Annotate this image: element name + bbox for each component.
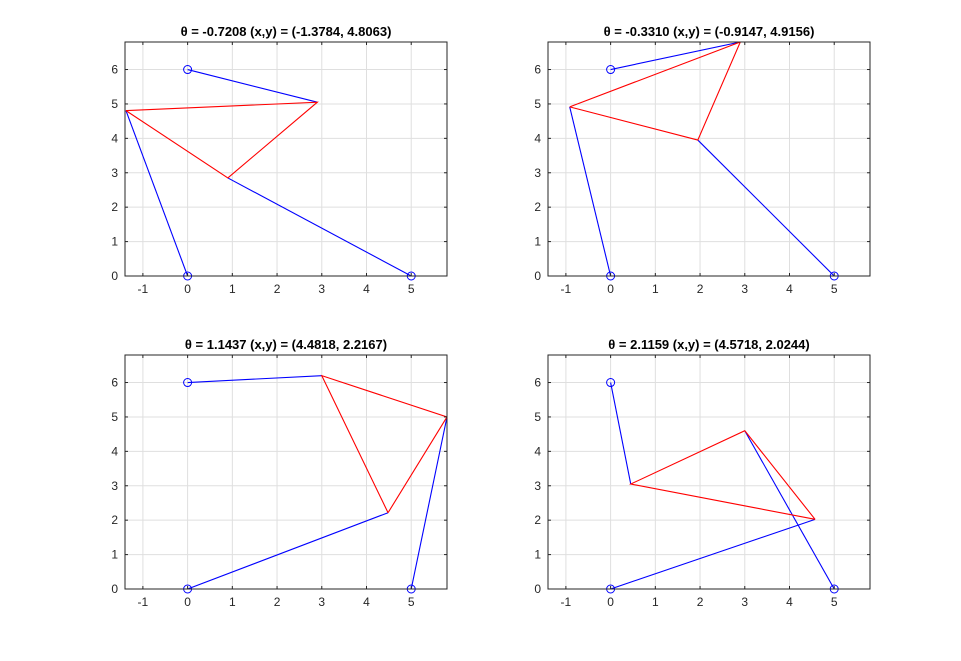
x-tick-label: 0 [607,595,614,609]
x-tick-label: 3 [741,595,748,609]
y-tick-label: 0 [111,269,118,283]
x-tick-label: 3 [318,282,325,296]
y-tick-label: 0 [534,582,541,596]
plot-area [125,42,447,276]
x-tick-label: 2 [697,282,704,296]
y-tick-label: 4 [534,444,541,458]
x-tick-label: 4 [363,595,370,609]
axes-box [547,354,871,590]
x-tick-label: 1 [652,595,659,609]
x-tick-label: 0 [607,282,614,296]
series-line-1 [610,382,632,485]
x-tick-label: 5 [831,595,838,609]
y-tick-label: 1 [111,548,118,562]
series-line-3 [697,139,835,276]
x-tick-label: 1 [229,595,236,609]
y-tick-label: 3 [111,479,118,493]
series-line-2 [187,512,389,589]
x-tick-label: 5 [408,595,415,609]
y-tick-label: 5 [111,410,118,424]
data-layer [125,68,412,276]
data-layer [187,374,447,589]
pivot-marker-1 [606,378,616,388]
y-tick-label: 5 [534,410,541,424]
subplot-title: θ = -0.7208 (x,y) = (-1.3784, 4.8063) [181,24,392,39]
plot-area [125,355,447,589]
y-tick-label: 0 [534,269,541,283]
x-tick-label: 3 [741,282,748,296]
series-line-2 [125,110,189,276]
y-tick-label: 5 [534,97,541,111]
y-tick-label: 1 [534,235,541,249]
y-tick-label: 6 [534,376,541,390]
pivot-marker-1 [606,65,616,75]
series-line-4 [628,430,816,520]
x-tick-label: 5 [831,282,838,296]
x-tick-label: 4 [363,282,370,296]
x-tick-label: -1 [138,282,149,296]
y-tick-label: 1 [534,548,541,562]
y-tick-label: 2 [534,513,541,527]
y-tick-label: 3 [111,166,118,180]
axes-box [124,354,448,590]
subplot-3: -1 0 1 2 3 4 5 0 1 2 3 4 5 6 θ = 1.1437 (x,y) = (4.481… [111,337,448,609]
x-tick-label: 0 [184,595,191,609]
y-tick-label: 3 [534,479,541,493]
y-tick-label: 4 [534,131,541,145]
subplot-1: -1 0 1 2 3 4 5 0 1 2 3 4 5 6 θ = -0.7208 (x,y) = (-1.3… [111,24,448,296]
y-tick-label: 0 [111,582,118,596]
x-tick-label: 4 [786,282,793,296]
subplot-title: θ = -0.3310 (x,y) = (-0.9147, 4.9156) [604,24,815,39]
series-line-1 [610,42,741,71]
series-line-4 [569,42,741,141]
x-tick-label: 1 [652,282,659,296]
x-tick-label: 2 [274,282,281,296]
x-tick-label: 3 [318,595,325,609]
series-line-1 [187,375,322,384]
x-tick-label: 2 [274,595,281,609]
series-line-4 [125,101,319,179]
y-tick-label: 6 [534,63,541,77]
series-line-3 [744,430,835,589]
subplot-4: -1 0 1 2 3 4 5 0 1 2 3 4 5 6 θ = 2.1159 (x,y) = (4.571… [534,337,871,609]
subplot-title: θ = 2.1159 (x,y) = (4.5718, 2.0244) [608,337,809,352]
series-line-3 [227,177,412,276]
y-tick-label: 6 [111,376,118,390]
subplot-title: θ = 1.1437 (x,y) = (4.4818, 2.2167) [185,337,387,352]
plot-area [548,42,870,276]
data-layer [610,382,835,589]
x-tick-label: -1 [138,595,149,609]
series-line-4 [320,374,447,514]
x-tick-label: 5 [408,282,415,296]
x-tick-label: 1 [229,282,236,296]
x-tick-label: -1 [561,595,572,609]
y-tick-label: 2 [534,200,541,214]
y-tick-label: 2 [111,200,118,214]
y-tick-label: 3 [534,166,541,180]
y-tick-label: 2 [111,513,118,527]
data-layer [569,42,835,276]
x-tick-label: -1 [561,282,572,296]
y-tick-label: 5 [111,97,118,111]
series-line-2 [610,518,816,589]
x-tick-label: 2 [697,595,704,609]
y-tick-label: 1 [111,235,118,249]
series-line-2 [569,106,612,276]
pivot-marker-1 [183,65,193,75]
y-tick-label: 4 [111,131,118,145]
x-tick-label: 0 [184,282,191,296]
y-tick-label: 4 [111,444,118,458]
axes-box [547,41,871,277]
plot-area [548,355,870,589]
series-line-1 [187,68,318,103]
pivot-marker-1 [183,378,193,388]
series-line-3 [410,416,447,589]
x-tick-label: 4 [786,595,793,609]
y-tick-label: 6 [111,63,118,77]
subplot-2: -1 0 1 2 3 4 5 0 1 2 3 4 5 6 θ = -0.3310 (x,y) = (-0.9… [534,24,871,296]
axes-box [124,41,448,277]
